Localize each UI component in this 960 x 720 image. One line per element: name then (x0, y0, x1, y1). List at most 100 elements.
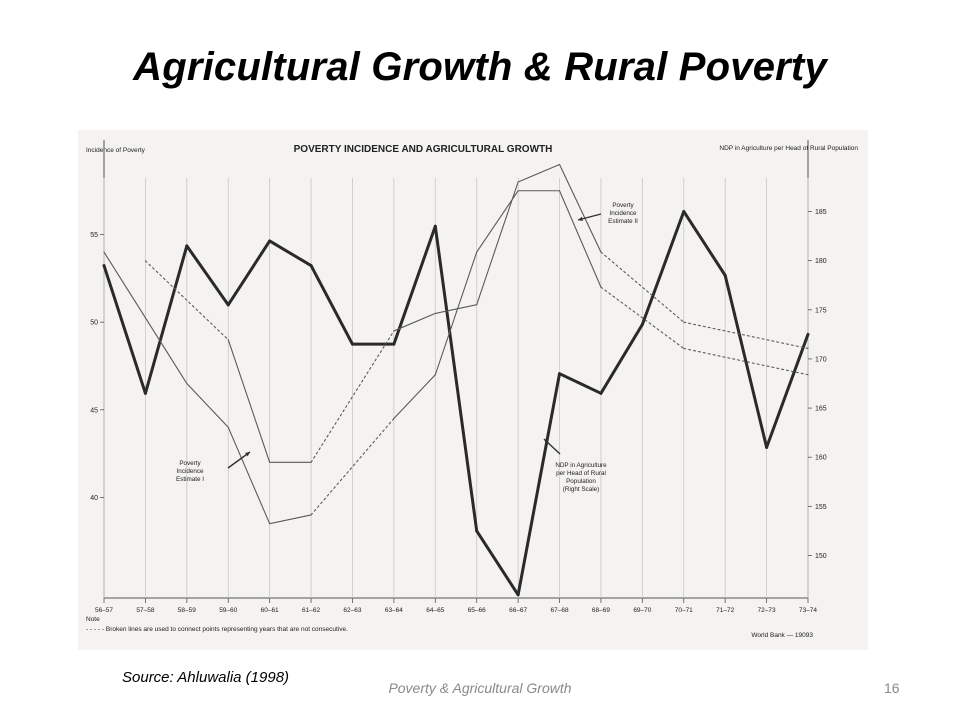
annotation-line: Poverty (179, 460, 201, 467)
series-0-segment (102, 264, 147, 395)
right-tick-label: 160 (815, 455, 827, 462)
note-label: Note (86, 616, 100, 623)
x-tick-label: 58–59 (178, 607, 196, 614)
series-2-segment (144, 260, 229, 341)
poverty-chart: POVERTY INCIDENCE AND AGRICULTURAL GROWT… (86, 140, 858, 639)
x-tick-label: 67–68 (550, 607, 568, 614)
series-2-segment (434, 304, 478, 314)
left-axis-title-line: Incidence of Poverty (86, 147, 146, 154)
x-tick-label: 71–72 (716, 607, 734, 614)
series-0-segment (682, 209, 727, 277)
right-axis-title-line: NDP in Agriculture per Head of Rural Pop… (719, 145, 858, 152)
series-1-segment (310, 417, 395, 516)
series-2-segment (683, 321, 809, 350)
right-tick-label: 155 (815, 504, 827, 511)
x-tick-label: 57–58 (136, 607, 154, 614)
annotation-line: Incidence (177, 468, 204, 475)
series-2-segment (310, 330, 395, 463)
left-axis-title: Incidence of Poverty (86, 147, 146, 154)
x-tick-label: 61–62 (302, 607, 320, 614)
left-tick-label: 50 (90, 320, 98, 327)
chart-title: POVERTY INCIDENCE AND AGRICULTURAL GROWT… (294, 144, 553, 155)
annotation-line: per Head of Rural (556, 470, 606, 477)
right-tick-label: 165 (815, 406, 827, 413)
chart-series (102, 163, 810, 597)
source-citation: Source: Ahluwalia (1998) (122, 669, 290, 686)
right-axis-title: NDP in Agriculture per Head of Rural Pop… (719, 145, 858, 152)
series-1-segment (227, 426, 271, 525)
left-axis: 40 45 50 55 (90, 232, 104, 502)
series-0-segment (185, 244, 230, 307)
series-0-segment (475, 529, 520, 597)
series-0-segment (143, 244, 189, 395)
annotation-estimate-i: Poverty Incidence Estimate I (176, 460, 204, 483)
annotation-estimate-ii: Poverty Incidence Estimate II (608, 202, 638, 225)
x-tick-label: 66–67 (509, 607, 527, 614)
series-2-segment (517, 163, 561, 183)
annotation-line: (Right Scale) (563, 486, 599, 493)
right-tick-label: 175 (815, 307, 827, 314)
x-tick-label: 73–74 (799, 607, 817, 614)
x-tick-label: 59–60 (219, 607, 237, 614)
annotation-line: Estimate II (608, 218, 638, 225)
series-0-segment (558, 372, 603, 395)
right-tick-label: 185 (815, 209, 827, 216)
annotation-line: Population (566, 478, 596, 485)
series-1-segment (393, 374, 436, 420)
series-0-segment (640, 209, 686, 327)
annotation-line: Incidence (610, 210, 637, 217)
series-0-segment (516, 372, 562, 597)
series-1-segment (186, 382, 229, 428)
x-tick-label: 62–63 (343, 607, 361, 614)
annotation-arrowhead (544, 439, 549, 444)
x-tick-label: 68–69 (592, 607, 610, 614)
series-0-segment (309, 264, 354, 346)
x-tick-label: 69–70 (633, 607, 651, 614)
note-text: - - - - - Broken lines are used to conne… (86, 626, 348, 633)
series-0-segment (723, 273, 769, 449)
right-tick-label: 180 (815, 258, 827, 265)
slide-title: Agricultural Growth & Rural Poverty (133, 45, 827, 89)
x-axis: 56–57 57–58 58–59 59–60 60–61 61–62 62–63 63–64… (95, 607, 817, 614)
x-tick-label: 64–65 (426, 607, 444, 614)
series-1-segment (683, 347, 809, 376)
x-tick-label: 70–71 (675, 607, 693, 614)
left-tick-label: 45 (90, 407, 98, 414)
annotation-line: Estimate I (176, 476, 204, 483)
x-tick-label: 60–61 (261, 607, 279, 614)
page-number: 16 (884, 680, 900, 696)
chart-scan: POVERTY INCIDENCE AND AGRICULTURAL GROWT… (78, 130, 868, 650)
series-0-segment (433, 224, 479, 533)
x-tick-label: 56–57 (95, 607, 113, 614)
series-1-segment (434, 251, 478, 376)
annotation-ndp: NDP in Agriculture per Head of Rural Popul… (555, 462, 607, 493)
annotation-arrowhead (578, 216, 583, 221)
annotation-arrowhead (245, 452, 250, 457)
right-axis: 150 155 160 165 170 175 180 185 (808, 209, 827, 560)
series-0-segment (226, 239, 272, 307)
annotation-line: Poverty (612, 202, 634, 209)
series-1-segment (558, 190, 602, 288)
annotation-arrow (227, 451, 251, 469)
left-tick-label: 55 (90, 232, 98, 239)
x-tick-label: 63–64 (385, 607, 403, 614)
series-2-segment (393, 312, 436, 332)
series-2-segment (476, 181, 519, 306)
chart-credit: World Bank — 19093 (751, 632, 813, 639)
series-0-segment (765, 332, 810, 449)
annotation-line: NDP in Agriculture (555, 462, 607, 469)
series-1-segment (600, 286, 685, 350)
right-tick-label: 150 (815, 553, 827, 560)
left-tick-label: 40 (90, 495, 98, 502)
right-tick-label: 170 (815, 356, 827, 363)
series-0-segment (268, 239, 313, 268)
slide-footer: Poverty & Agricultural Growth (388, 680, 572, 696)
x-tick-label: 65–66 (468, 607, 486, 614)
series-0-segment (392, 224, 437, 346)
series-2-segment (600, 251, 685, 323)
x-tick-label: 72–73 (758, 607, 776, 614)
series-2-segment (227, 339, 271, 463)
series-0-segment (599, 323, 644, 395)
series-1-segment (103, 251, 188, 385)
